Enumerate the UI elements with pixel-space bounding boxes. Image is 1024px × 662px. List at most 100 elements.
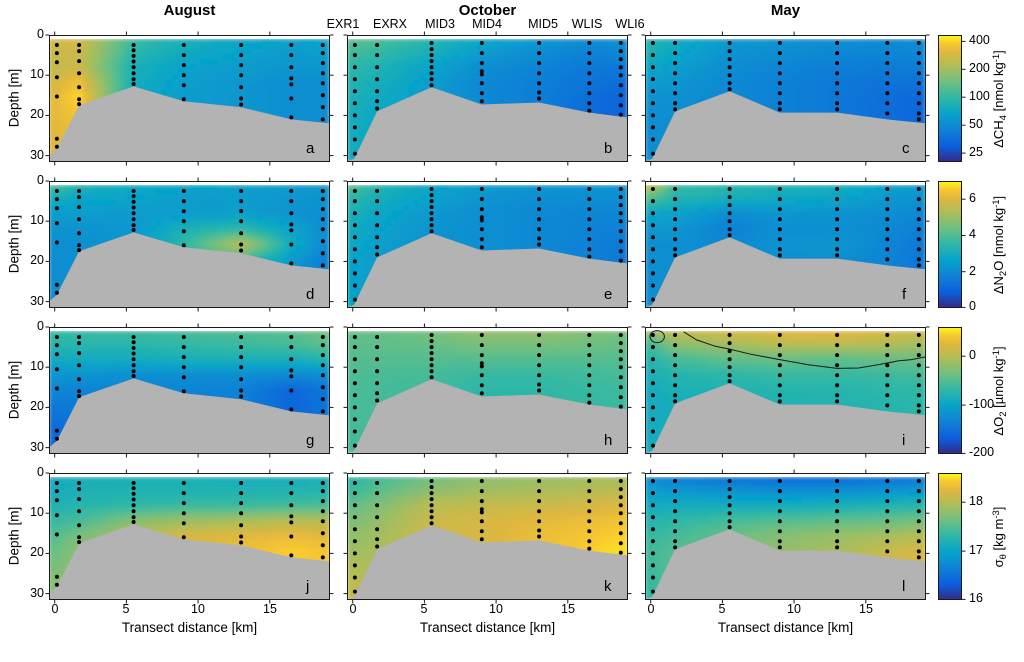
- o2-zero-contour-line: [683, 331, 926, 369]
- colorbar-tick-label-dch4-100: 100: [969, 89, 990, 103]
- axis-ticks-g: [45, 323, 334, 458]
- y-tick-label-row1-0: 0: [37, 27, 44, 41]
- colorbar-label-do2: ΔO2 [µmol kg-1]: [991, 346, 1009, 436]
- y-tick-label-row3-20: 20: [30, 399, 44, 413]
- panel-letter-f: f: [902, 286, 907, 303]
- o2-zero-contour-loop: [649, 330, 665, 344]
- y-tick-label-row1-20: 20: [30, 107, 44, 121]
- y-tick-label-row2-30: 30: [30, 294, 44, 308]
- seafloor-l: [645, 529, 926, 600]
- panel-letter-j: j: [305, 578, 309, 595]
- station-label-wlis: WLIS: [571, 17, 603, 31]
- colorbar-tick-label-sigma-17: 17: [969, 543, 983, 557]
- axis-ticks-b: [343, 31, 632, 166]
- colorbar-label-sigma: σθ [kg m-3]: [991, 506, 1009, 568]
- colorbar-tick-label-dch4-200: 200: [969, 61, 990, 75]
- seafloor-g: [49, 378, 330, 454]
- seafloor-h: [347, 379, 628, 454]
- sample-dots-l: [650, 479, 921, 594]
- colorbar-tick-label-dn2o-2: 2: [969, 264, 976, 278]
- panel-l: l: [641, 469, 930, 604]
- seafloor-a: [49, 86, 330, 162]
- panel-frame-k: [347, 473, 628, 600]
- panel-letter-g: g: [306, 432, 314, 449]
- axis-ticks-c: [641, 31, 930, 166]
- x-tick-label-col3-5: 5: [718, 602, 726, 616]
- x-tick-label-col1-10: 10: [191, 602, 205, 616]
- panel-h: h: [343, 323, 632, 458]
- panel-letter-e: e: [604, 286, 612, 303]
- column-title-august: August: [163, 2, 216, 19]
- panel-frame-h: [347, 327, 628, 454]
- colorbar-label-dn2o: ΔN2O [nmol kg-1]: [991, 195, 1009, 295]
- y-tick-label-row3-10: 10: [30, 359, 44, 373]
- x-tick-label-col1-15: 15: [263, 602, 277, 616]
- panel-frame-j: [49, 473, 330, 600]
- panel-e: e: [343, 177, 632, 312]
- panel-letter-b: b: [604, 140, 612, 157]
- x-tick-label-col3-15: 15: [859, 602, 873, 616]
- sample-dots-b: [352, 41, 623, 156]
- panel-frame-c: [645, 35, 926, 162]
- sample-dots-d: [54, 189, 325, 295]
- x-axis-label-col1: Transect distance [km]: [121, 620, 258, 635]
- seafloor-c: [645, 91, 926, 162]
- panel-frame-a: [49, 35, 330, 162]
- x-tick-label-col2-5: 5: [420, 602, 428, 616]
- panel-letter-k: k: [604, 578, 612, 595]
- colorbar-dch4: [938, 35, 966, 162]
- station-label-mid3: MID3: [425, 17, 455, 31]
- station-label-exrx: EXRX: [372, 17, 408, 31]
- x-tick-label-col2-10: 10: [489, 602, 503, 616]
- station-label-exr1: EXR1: [326, 17, 360, 31]
- x-tick-label-col1-5: 5: [122, 602, 130, 616]
- sample-dots-f: [650, 187, 921, 302]
- colorbar-tick-label-sigma-16: 16: [969, 591, 983, 605]
- axis-ticks-k: [343, 469, 632, 604]
- colorbar-tick-label-sigma-18: 18: [969, 494, 983, 508]
- y-tick-label-row4-20: 20: [30, 545, 44, 559]
- panel-j: j: [45, 469, 334, 604]
- seafloor-e: [347, 233, 628, 308]
- axis-ticks-h: [343, 323, 632, 458]
- seafloor-k: [347, 525, 628, 600]
- panel-frame-g: [49, 327, 330, 454]
- axis-ticks-i: [641, 323, 930, 458]
- x-axis-label-col3: Transect distance [km]: [717, 620, 854, 635]
- y-tick-label-row1-10: 10: [30, 67, 44, 81]
- panel-letter-i: i: [902, 432, 905, 449]
- y-tick-label-row1-30: 30: [30, 148, 44, 162]
- colorbar-tick-label-dn2o-4: 4: [969, 227, 976, 241]
- axis-ticks-e: [343, 177, 632, 312]
- station-label-wli6: WLI6: [615, 17, 645, 31]
- seafloor-i: [645, 383, 926, 454]
- panel-frame-b: [347, 35, 628, 162]
- panel-letter-a: a: [306, 140, 315, 157]
- panel-letter-d: d: [306, 286, 314, 303]
- colorbar-label-dch4: ΔCH4 [nmol kg-1]: [991, 50, 1009, 148]
- sample-dots-k: [352, 479, 623, 594]
- station-label-mid5: MID5: [528, 17, 558, 31]
- panel-frame-f: [645, 181, 926, 308]
- colorbar-dn2o: [938, 181, 966, 308]
- axis-ticks-j: [45, 469, 334, 604]
- x-tick-label-col1-0: 0: [51, 602, 59, 616]
- colorbar-tick-label-do2--200: -200: [969, 445, 995, 459]
- x-tick-label-col3-0: 0: [647, 602, 655, 616]
- axis-ticks-l: [641, 469, 930, 604]
- y-tick-label-row2-0: 0: [37, 173, 44, 187]
- panel-frame-e: [347, 181, 628, 308]
- panel-letter-c: c: [902, 140, 910, 157]
- seafloor-b: [347, 87, 628, 162]
- sample-dots-j: [54, 481, 325, 587]
- colorbar-tick-label-dch4-50: 50: [969, 117, 983, 131]
- panel-k: k: [343, 469, 632, 604]
- panel-frame-l: [645, 473, 926, 600]
- x-tick-label-col3-10: 10: [787, 602, 801, 616]
- axis-ticks-a: [45, 31, 334, 166]
- colorbar-tick-label-dch4-25: 25: [969, 145, 983, 159]
- panel-i: i: [641, 323, 930, 458]
- x-axis-label-col2: Transect distance [km]: [419, 620, 556, 635]
